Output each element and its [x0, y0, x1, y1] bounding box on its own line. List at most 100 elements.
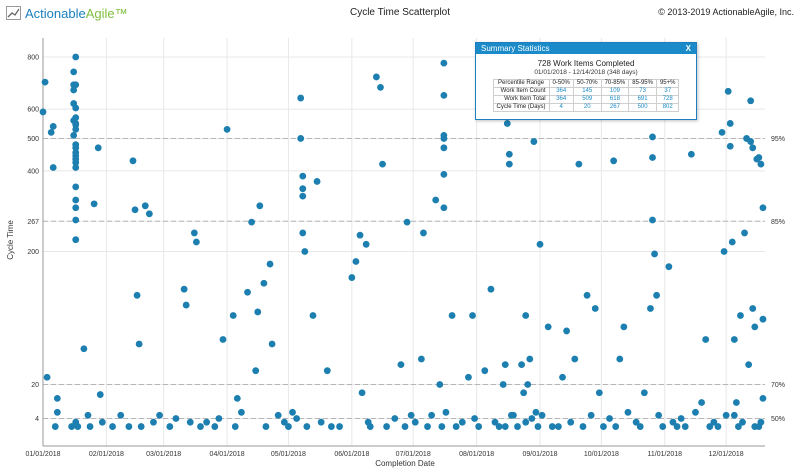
data-point[interactable] — [440, 59, 448, 67]
data-point[interactable] — [352, 258, 360, 265]
data-point[interactable] — [505, 150, 513, 158]
data-point[interactable] — [730, 336, 738, 343]
data-point[interactable] — [745, 361, 753, 369]
data-point[interactable] — [72, 81, 80, 89]
data-point[interactable] — [495, 423, 503, 430]
data-point[interactable] — [649, 154, 656, 161]
data-point[interactable] — [317, 418, 325, 426]
data-point[interactable] — [244, 288, 251, 296]
data-point[interactable] — [757, 160, 765, 168]
data-point[interactable] — [702, 336, 710, 343]
data-point[interactable] — [751, 323, 759, 331]
data-point[interactable] — [86, 423, 94, 430]
data-point[interactable] — [728, 238, 736, 246]
data-point[interactable] — [84, 411, 92, 419]
data-point[interactable] — [72, 164, 80, 171]
data-point[interactable] — [362, 240, 370, 248]
data-point[interactable] — [424, 423, 431, 430]
data-point[interactable] — [80, 345, 88, 353]
data-point[interactable] — [524, 381, 532, 388]
data-point[interactable] — [49, 122, 57, 130]
data-point[interactable] — [571, 355, 579, 363]
data-point[interactable] — [49, 164, 57, 171]
data-point[interactable] — [505, 160, 513, 168]
data-point[interactable] — [636, 423, 644, 430]
data-point[interactable] — [219, 336, 227, 343]
data-point[interactable] — [72, 144, 80, 152]
data-point[interactable] — [518, 361, 526, 369]
data-point[interactable] — [411, 418, 419, 426]
data-point[interactable] — [749, 144, 757, 152]
data-point[interactable] — [469, 312, 476, 319]
data-point[interactable] — [237, 408, 245, 416]
data-point[interactable] — [231, 423, 239, 430]
data-point[interactable] — [730, 411, 738, 419]
data-point[interactable] — [150, 418, 157, 426]
data-point[interactable] — [53, 394, 61, 402]
data-point[interactable] — [129, 157, 137, 165]
data-point[interactable] — [606, 415, 613, 422]
data-point[interactable] — [724, 87, 732, 95]
data-point[interactable] — [612, 423, 620, 430]
data-point[interactable] — [356, 231, 364, 239]
data-point[interactable] — [268, 340, 276, 348]
data-point[interactable] — [759, 315, 767, 323]
data-point[interactable] — [117, 411, 125, 419]
data-point[interactable] — [166, 423, 174, 430]
data-point[interactable] — [440, 204, 448, 212]
data-point[interactable] — [624, 408, 632, 416]
data-point[interactable] — [135, 340, 143, 348]
data-point[interactable] — [131, 206, 139, 214]
data-point[interactable] — [70, 131, 78, 139]
data-point[interactable] — [299, 185, 307, 193]
data-point[interactable] — [491, 418, 499, 426]
data-point[interactable] — [211, 423, 219, 430]
data-point[interactable] — [125, 423, 133, 430]
data-point[interactable] — [706, 423, 714, 430]
data-point[interactable] — [94, 144, 102, 152]
data-point[interactable] — [620, 323, 628, 331]
data-point[interactable] — [655, 411, 663, 419]
data-point[interactable] — [575, 160, 583, 168]
data-point[interactable] — [299, 229, 307, 237]
data-point[interactable] — [528, 415, 536, 422]
data-point[interactable] — [475, 423, 483, 430]
data-point[interactable] — [563, 327, 571, 335]
data-point[interactable] — [465, 373, 472, 381]
data-point[interactable] — [141, 202, 149, 210]
data-point[interactable] — [438, 423, 446, 430]
data-point[interactable] — [293, 415, 301, 422]
data-point[interactable] — [98, 418, 106, 426]
data-point[interactable] — [741, 229, 748, 237]
data-point[interactable] — [96, 391, 104, 398]
data-point[interactable] — [186, 418, 194, 426]
data-point[interactable] — [72, 53, 80, 61]
data-point[interactable] — [442, 408, 450, 416]
data-point[interactable] — [440, 135, 448, 142]
data-point[interactable] — [440, 170, 448, 178]
data-point[interactable] — [72, 216, 80, 224]
data-point[interactable] — [583, 291, 591, 299]
data-point[interactable] — [260, 279, 268, 287]
data-point[interactable] — [720, 248, 728, 255]
data-point[interactable] — [256, 202, 264, 210]
data-point[interactable] — [203, 418, 211, 426]
data-point[interactable] — [248, 218, 256, 226]
data-point[interactable] — [659, 423, 667, 430]
data-point[interactable] — [252, 367, 260, 375]
data-point[interactable] — [72, 114, 80, 122]
data-point[interactable] — [289, 408, 296, 416]
data-point[interactable] — [72, 125, 80, 133]
data-point[interactable] — [673, 423, 681, 430]
data-point[interactable] — [68, 423, 76, 430]
data-point[interactable] — [383, 423, 391, 430]
data-point[interactable] — [544, 323, 552, 331]
data-point[interactable] — [452, 423, 460, 430]
data-point[interactable] — [677, 415, 685, 422]
data-point[interactable] — [481, 367, 489, 375]
data-point[interactable] — [182, 301, 190, 309]
data-point[interactable] — [348, 274, 356, 281]
data-point[interactable] — [739, 418, 746, 426]
data-point[interactable] — [501, 361, 509, 369]
data-point[interactable] — [285, 423, 292, 430]
